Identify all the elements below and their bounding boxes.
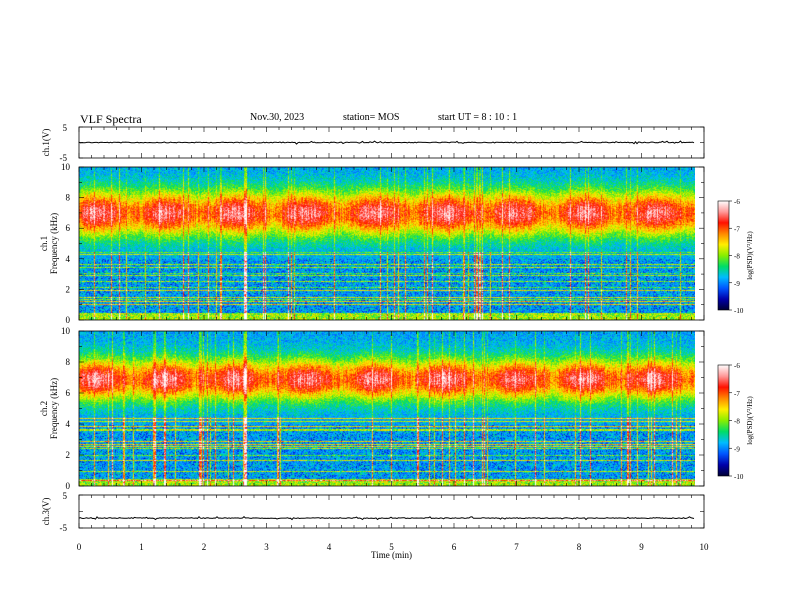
ch1-spec-colorbar-tick-label: -7 <box>734 225 740 233</box>
ch2-spec-ytick-label: 6 <box>66 388 71 398</box>
ch2-spec-ylabel-channel: ch.2 <box>39 401 49 416</box>
ch3-wave-ytick-label: -5 <box>60 523 68 533</box>
ch1-wave-ytick-label: 5 <box>63 123 68 133</box>
ch1-spec-colorbar-tick-label: -6 <box>734 198 740 206</box>
ch3-wave-trace <box>78 515 695 521</box>
ch2-spec-colorbar-tick-label: -10 <box>734 473 744 481</box>
ch2-spec-colorbar-tick-label: -9 <box>734 445 740 453</box>
ch3-wave-ytick-label: 5 <box>63 491 68 501</box>
ch1-spec-ytick-label: 0 <box>66 315 71 325</box>
time-tick-label: 7 <box>514 542 519 552</box>
time-tick-label: 4 <box>327 542 332 552</box>
figure-title: VLF Spectra <box>80 112 142 126</box>
ch1-wave-ylabel: ch.1(V) <box>41 129 51 157</box>
ch1-spec-ytick-label: 8 <box>66 193 71 203</box>
time-tick-label: 1 <box>139 542 144 552</box>
ch2-spec-colorbar-label: log(PSD)(V²/Hz) <box>746 396 754 445</box>
ch2-spec-colorbar <box>717 364 730 477</box>
ch2-spec-ytick-label: 8 <box>66 357 71 367</box>
ch3-wave-ylabel: ch.3(V) <box>41 498 51 526</box>
ch2-spec-ytick-label: 4 <box>66 419 71 429</box>
ch1-spec-colorbar-tick-label: -9 <box>734 280 740 288</box>
time-tick-label: 6 <box>452 542 457 552</box>
time-axis-label: Time (min) <box>371 550 412 560</box>
ch1-spec-colorbar-label: log(PSD)(V²/Hz) <box>746 231 754 280</box>
ch2-spec-ytick-label: 0 <box>66 481 71 491</box>
time-tick-label: 9 <box>639 542 644 552</box>
ch1-spec-ytick-label: 10 <box>61 162 71 172</box>
ch2-spec-heatmap-canvas <box>79 331 695 486</box>
ch2-spec-ylabel-frequency: Frequency (kHz) <box>49 378 59 439</box>
ch2-spec-heatmap <box>79 331 695 486</box>
ch2-spec-ytick-label: 2 <box>66 450 71 460</box>
ch1-spec-heatmap <box>79 167 695 320</box>
time-tick-label: 5 <box>389 542 394 552</box>
ch1-spec-ytick-label: 4 <box>66 254 71 264</box>
time-tick-label: 0 <box>77 542 82 552</box>
ch1-spec-ytick-label: 6 <box>66 223 71 233</box>
time-tick-label: 2 <box>202 542 207 552</box>
ch2-spec-colorbar-tick-label: -7 <box>734 390 740 398</box>
ch1-wave-trace <box>78 140 695 145</box>
time-tick-label: 3 <box>264 542 269 552</box>
ch1-spec-ytick-label: 2 <box>66 284 71 294</box>
date-label: Nov.30, 2023 <box>250 112 305 123</box>
time-tick-label: 8 <box>577 542 582 552</box>
time-tick-label: 10 <box>700 542 710 552</box>
ch2-spec-ytick-label: 10 <box>61 326 71 336</box>
ch1-wave-ytick-label: -5 <box>60 153 68 163</box>
ch1-spec-colorbar-tick-label: -8 <box>734 253 740 261</box>
ch1-spec-colorbar-tick-label: -10 <box>734 307 744 315</box>
ch1-spec-ylabel-frequency: Frequency (kHz) <box>49 213 59 274</box>
start-time-label: start UT = 8 : 10 : 1 <box>438 112 518 123</box>
ch2-spec-colorbar-tick-label: -6 <box>734 362 740 370</box>
ch1-spec-ylabel-channel: ch.1 <box>39 236 49 251</box>
ch1-spec-colorbar <box>717 200 730 311</box>
station-label: station= MOS <box>343 112 400 123</box>
ch2-spec-colorbar-tick-label: -8 <box>734 418 740 426</box>
ch1-spec-heatmap-canvas <box>79 167 695 320</box>
